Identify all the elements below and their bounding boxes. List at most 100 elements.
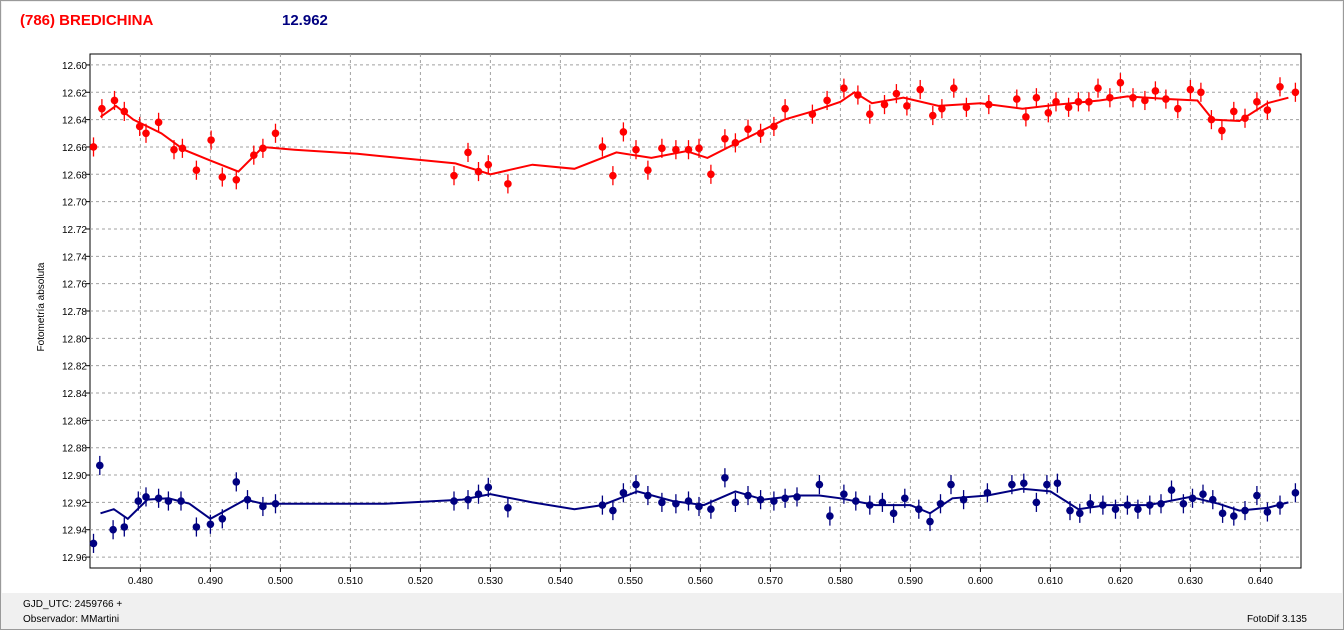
y-tick-label: 12.94 [62, 526, 87, 537]
data-point [1291, 489, 1300, 497]
data-point [609, 506, 617, 515]
data-point [464, 148, 472, 157]
data-point [892, 89, 901, 98]
data-point [854, 91, 862, 99]
data-point [1276, 83, 1284, 91]
y-tick-label: 12.84 [62, 389, 87, 400]
data-point [721, 134, 729, 143]
y-tick-label: 12.82 [62, 362, 87, 373]
data-point [170, 145, 178, 154]
trend-line-0 [99, 91, 1289, 176]
data-point [192, 523, 201, 531]
data-point [243, 495, 252, 504]
data-point [1074, 98, 1083, 106]
data-point [1167, 486, 1176, 494]
data-point [695, 502, 703, 511]
x-tick-label: 0.560 [688, 576, 713, 587]
data-point [1230, 107, 1238, 116]
data-point [926, 517, 934, 526]
data-point [1186, 85, 1195, 94]
x-tick-label: 0.580 [828, 576, 853, 587]
software-version: FotoDif 3.135 [1246, 614, 1307, 625]
data-point [484, 483, 493, 492]
data-point [938, 104, 946, 113]
data-point [598, 143, 607, 151]
data-point [672, 499, 680, 508]
y-tick-label: 12.96 [62, 553, 87, 564]
data-point [880, 100, 889, 109]
chart-area: (786) BREDICHINA 12.962 0.480 0.490 0.500 0… [2, 2, 1342, 593]
y-tick-label: 12.68 [62, 170, 87, 181]
data-point [1008, 480, 1016, 489]
data-point [232, 478, 241, 486]
data-point [1085, 98, 1093, 106]
data-point [1218, 126, 1226, 135]
data-point [866, 501, 874, 509]
data-point [232, 175, 241, 184]
light-curve-plot: 0.480 0.490 0.500 0.510 0.520 0.530 0.540 0.550… [36, 53, 1302, 587]
data-point [962, 103, 971, 112]
data-point [1053, 479, 1062, 488]
data-point [1197, 88, 1205, 97]
data-point [707, 170, 715, 179]
data-point [878, 498, 887, 507]
data-point [1032, 498, 1041, 507]
data-point [1094, 84, 1102, 92]
data-point [1032, 93, 1041, 102]
data-point [744, 491, 752, 500]
data-point [1276, 501, 1284, 509]
data-point [756, 129, 765, 138]
data-point [218, 173, 227, 181]
observer-label: Observador: MMartini [23, 614, 120, 625]
reference-magnitude: 12.962 [282, 12, 328, 29]
data-point [936, 499, 945, 508]
data-point [1157, 499, 1165, 508]
data-point [823, 96, 831, 105]
y-tick-label: 12.64 [62, 116, 87, 127]
data-point [695, 144, 703, 153]
data-point [959, 495, 968, 504]
y-tick-label: 12.78 [62, 307, 87, 318]
data-point [1013, 95, 1021, 103]
y-tick-label: 12.80 [62, 334, 87, 345]
x-tick-label: 0.530 [478, 576, 503, 587]
data-point [1162, 95, 1170, 103]
data-point [619, 128, 628, 136]
y-tick-label: 12.74 [62, 252, 87, 263]
data-point [1116, 78, 1125, 87]
y-tick-label: 12.62 [62, 88, 87, 99]
data-point [89, 539, 98, 548]
data-point [207, 136, 215, 144]
data-point [164, 497, 173, 505]
data-point [1253, 491, 1261, 500]
data-point [1209, 495, 1217, 504]
data-point [632, 480, 640, 489]
data-point [450, 497, 458, 505]
x-tick-label: 0.500 [268, 576, 293, 587]
data-point [731, 498, 740, 507]
data-point [1253, 98, 1261, 106]
data-point [903, 102, 911, 110]
data-point [1066, 506, 1074, 515]
data-point [1218, 509, 1227, 518]
data-point [1064, 103, 1073, 112]
x-tick-label: 0.570 [758, 576, 783, 587]
data-point [1207, 115, 1216, 124]
y-tick-label: 12.88 [62, 444, 87, 455]
data-point [474, 490, 483, 498]
data-point [866, 110, 874, 118]
data-point [218, 514, 227, 523]
data-point [178, 144, 187, 153]
x-tick-label: 0.640 [1248, 576, 1273, 587]
data-point [109, 525, 117, 534]
data-point [1199, 490, 1207, 498]
data-point [1291, 88, 1300, 97]
data-point [1020, 479, 1028, 488]
data-point [721, 473, 729, 482]
y-axis-label: Fotometría absoluta [36, 262, 47, 351]
data-point [947, 480, 955, 489]
data-point [1111, 505, 1120, 514]
data-point [632, 145, 640, 154]
data-point [840, 490, 848, 498]
data-point [154, 494, 163, 503]
